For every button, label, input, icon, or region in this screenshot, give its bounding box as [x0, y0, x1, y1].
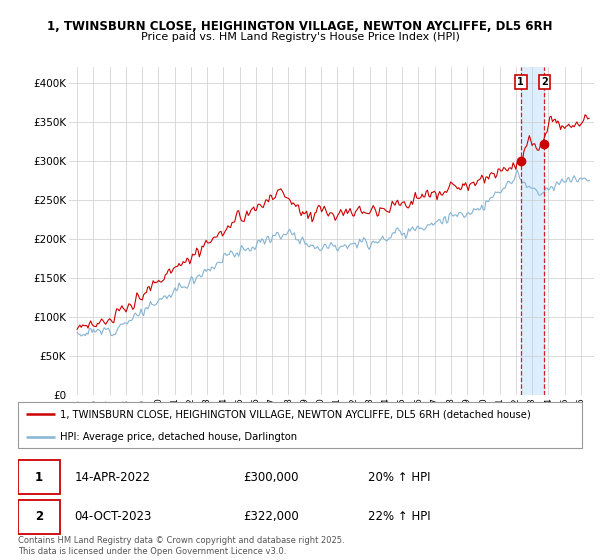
- FancyBboxPatch shape: [18, 402, 582, 448]
- Text: £322,000: £322,000: [244, 511, 299, 524]
- Text: 1, TWINSBURN CLOSE, HEIGHINGTON VILLAGE, NEWTON AYCLIFFE, DL5 6RH (detached hous: 1, TWINSBURN CLOSE, HEIGHINGTON VILLAGE,…: [60, 409, 531, 419]
- Text: 22% ↑ HPI: 22% ↑ HPI: [368, 511, 430, 524]
- Text: HPI: Average price, detached house, Darlington: HPI: Average price, detached house, Darl…: [60, 432, 298, 441]
- Text: Contains HM Land Registry data © Crown copyright and database right 2025.
This d: Contains HM Land Registry data © Crown c…: [18, 536, 344, 556]
- Bar: [521, 67, 544, 395]
- Text: 1: 1: [517, 77, 524, 87]
- Text: 14-APR-2022: 14-APR-2022: [74, 470, 151, 483]
- Text: Price paid vs. HM Land Registry's House Price Index (HPI): Price paid vs. HM Land Registry's House …: [140, 32, 460, 42]
- Text: 1, TWINSBURN CLOSE, HEIGHINGTON VILLAGE, NEWTON AYCLIFFE, DL5 6RH: 1, TWINSBURN CLOSE, HEIGHINGTON VILLAGE,…: [47, 20, 553, 32]
- FancyBboxPatch shape: [18, 500, 60, 534]
- Text: £300,000: £300,000: [244, 470, 299, 483]
- Text: 20% ↑ HPI: 20% ↑ HPI: [368, 470, 430, 483]
- Text: 2: 2: [541, 77, 548, 87]
- FancyBboxPatch shape: [18, 460, 60, 494]
- Text: 2: 2: [35, 511, 43, 524]
- Text: 1: 1: [35, 470, 43, 483]
- Text: 04-OCT-2023: 04-OCT-2023: [74, 511, 152, 524]
